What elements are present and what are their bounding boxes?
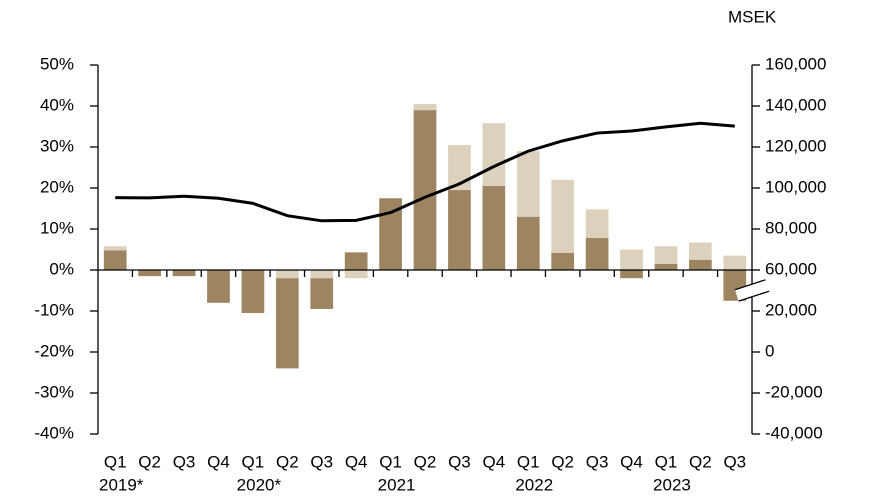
bar <box>448 190 471 270</box>
y2-tick-label: 0 <box>765 341 774 360</box>
y2-tick-label: 100,000 <box>765 177 826 196</box>
x-year-label: 2023 <box>653 475 691 494</box>
x-tick-label: Q1 <box>379 452 402 471</box>
bar <box>654 263 678 270</box>
bar <box>551 179 575 253</box>
x-year-label: 2022 <box>515 475 553 494</box>
bar <box>654 246 678 264</box>
x-tick-label: Q4 <box>345 452 368 471</box>
bar <box>551 252 575 270</box>
x-tick-label: Q4 <box>207 452 230 471</box>
y-tick-label: -40% <box>34 423 74 442</box>
bar <box>723 255 747 270</box>
x-tick-label: Q3 <box>310 452 333 471</box>
y2-tick-label: 120,000 <box>765 136 826 155</box>
y2-tick-label: 160,000 <box>765 54 826 73</box>
x-tick-label: Q2 <box>689 452 712 471</box>
bar <box>310 278 334 309</box>
bar <box>103 246 127 251</box>
y-tick-label: -30% <box>34 382 74 401</box>
y-tick-label: 40% <box>40 95 74 114</box>
bar <box>172 270 196 277</box>
bar <box>448 144 471 191</box>
bar <box>413 103 437 111</box>
y2-tick-label: 60,000 <box>765 259 817 278</box>
y2-axis-label: MSEK <box>728 7 777 26</box>
y2-tick-label: 140,000 <box>765 95 826 114</box>
x-year-label: 2021 <box>378 475 416 494</box>
y-tick-label: 50% <box>40 54 74 73</box>
bar <box>310 270 334 279</box>
bar <box>585 238 609 270</box>
bar <box>413 110 437 270</box>
axis-break-gap <box>734 279 770 302</box>
bar <box>689 259 712 270</box>
x-year-label: 2020* <box>237 475 282 494</box>
axis-break <box>734 279 766 291</box>
y2-tick-label: 20,000 <box>765 300 817 319</box>
y2-tick-label: -40,000 <box>765 423 823 442</box>
y2-tick-label: -20,000 <box>765 382 823 401</box>
bar <box>620 270 643 279</box>
x-tick-label: Q4 <box>620 452 643 471</box>
bar <box>516 151 540 217</box>
x-tick-label: Q1 <box>655 452 678 471</box>
bar <box>138 270 161 277</box>
bar <box>482 185 506 270</box>
bar <box>275 278 299 369</box>
x-tick-label: Q3 <box>173 452 196 471</box>
line <box>115 121 735 223</box>
bar <box>585 209 609 239</box>
x-tick-label: Q1 <box>242 452 265 471</box>
y-tick-label: 30% <box>40 136 74 155</box>
y-tick-label: -10% <box>34 300 74 319</box>
x-tick-label: Q3 <box>723 452 746 471</box>
x-tick-label: Q1 <box>517 452 540 471</box>
axis-break <box>738 290 770 302</box>
bar <box>207 270 230 303</box>
x-tick-label: Q1 <box>104 452 127 471</box>
bar <box>241 270 265 314</box>
x-tick-label: Q3 <box>586 452 609 471</box>
x-year-label: 2019* <box>99 475 144 494</box>
bar <box>379 198 402 270</box>
bar <box>103 250 127 270</box>
bar <box>620 249 643 270</box>
x-tick-label: Q2 <box>138 452 161 471</box>
bar <box>689 242 712 260</box>
y-tick-label: 0% <box>49 259 74 278</box>
bar <box>275 270 299 279</box>
x-tick-label: Q2 <box>414 452 437 471</box>
y-tick-label: 10% <box>40 218 74 237</box>
y2-tick-label: 80,000 <box>765 218 817 237</box>
x-tick-label: Q3 <box>448 452 471 471</box>
x-tick-label: Q2 <box>551 452 574 471</box>
bar <box>344 252 368 270</box>
bar <box>482 123 506 186</box>
y-tick-label: 20% <box>40 177 74 196</box>
x-tick-label: Q4 <box>482 452 505 471</box>
bar <box>516 216 540 270</box>
y-tick-label: -20% <box>34 341 74 360</box>
x-tick-label: Q2 <box>276 452 299 471</box>
bar <box>344 270 368 279</box>
